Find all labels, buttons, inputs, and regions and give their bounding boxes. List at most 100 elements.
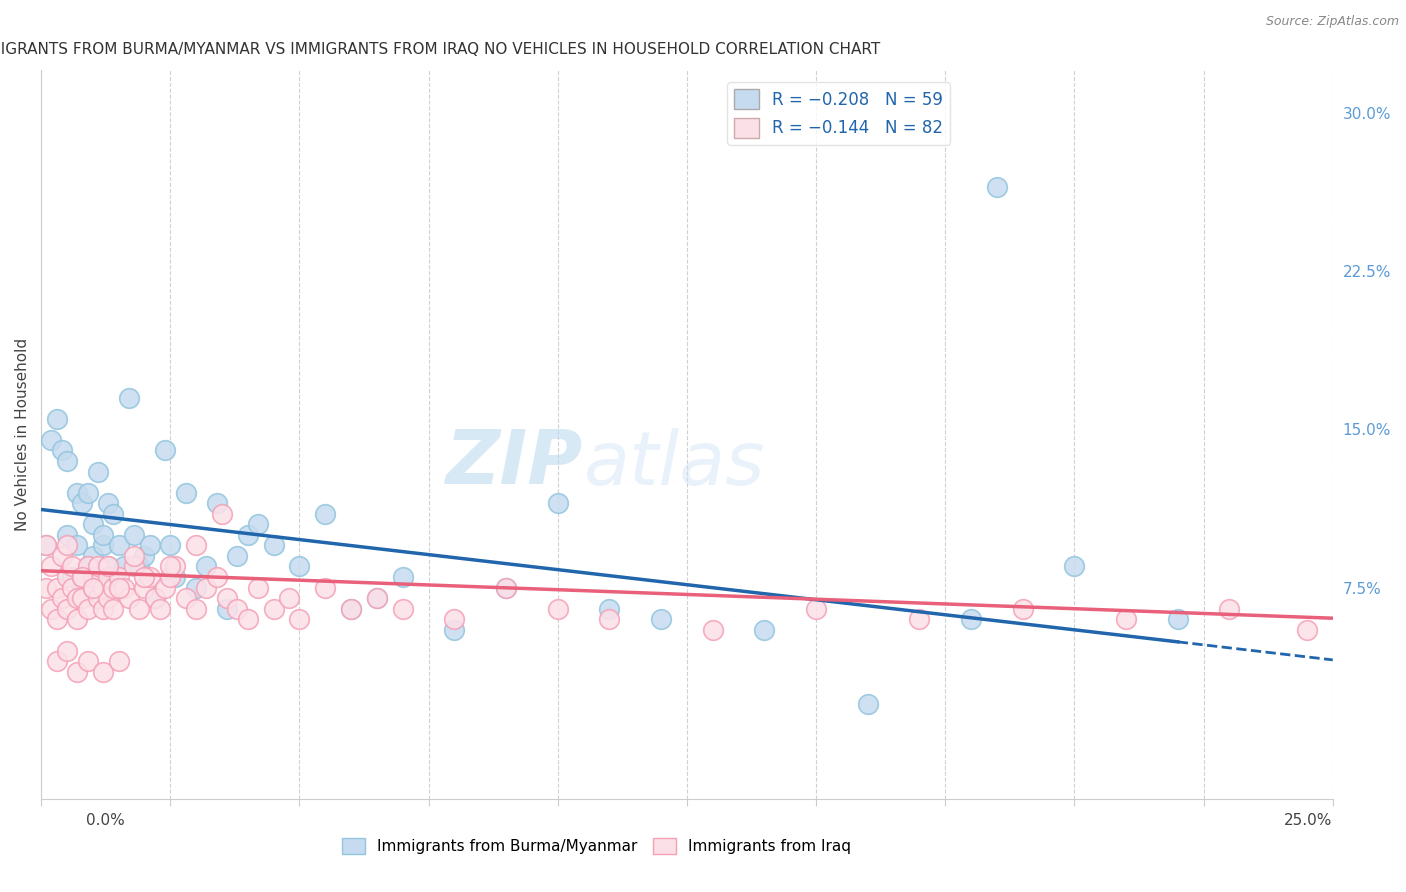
- Point: [263, 538, 285, 552]
- Point: [443, 623, 465, 637]
- Point: [76, 655, 98, 669]
- Text: IMMIGRANTS FROM BURMA/MYANMAR VS IMMIGRANTS FROM IRAQ NO VEHICLES IN HOUSEHOLD C: IMMIGRANTS FROM BURMA/MYANMAR VS IMMIGRA…: [0, 42, 880, 57]
- Point: [247, 517, 270, 532]
- Point: [960, 612, 983, 626]
- Point: [159, 559, 181, 574]
- Point: [153, 581, 176, 595]
- Point: [443, 612, 465, 626]
- Point: [103, 581, 125, 595]
- Point: [56, 644, 79, 658]
- Point: [598, 612, 620, 626]
- Point: [134, 581, 156, 595]
- Point: [128, 559, 150, 574]
- Point: [87, 559, 110, 574]
- Point: [495, 581, 517, 595]
- Point: [72, 581, 94, 595]
- Point: [149, 601, 172, 615]
- Point: [495, 581, 517, 595]
- Point: [82, 581, 104, 595]
- Point: [41, 433, 63, 447]
- Point: [82, 570, 104, 584]
- Point: [82, 549, 104, 563]
- Text: Source: ZipAtlas.com: Source: ZipAtlas.com: [1265, 15, 1399, 28]
- Point: [547, 496, 569, 510]
- Point: [165, 570, 187, 584]
- Point: [236, 528, 259, 542]
- Point: [247, 581, 270, 595]
- Point: [107, 655, 129, 669]
- Point: [56, 538, 79, 552]
- Point: [97, 559, 120, 574]
- Point: [45, 655, 67, 669]
- Point: [134, 570, 156, 584]
- Point: [986, 179, 1008, 194]
- Point: [91, 528, 114, 542]
- Point: [97, 570, 120, 584]
- Point: [195, 581, 218, 595]
- Point: [263, 601, 285, 615]
- Point: [66, 665, 89, 679]
- Y-axis label: No Vehicles in Household: No Vehicles in Household: [15, 338, 30, 531]
- Point: [547, 601, 569, 615]
- Point: [174, 591, 197, 606]
- Point: [87, 591, 110, 606]
- Point: [226, 549, 249, 563]
- Point: [87, 570, 110, 584]
- Point: [112, 559, 135, 574]
- Point: [211, 507, 233, 521]
- Point: [134, 549, 156, 563]
- Point: [217, 591, 239, 606]
- Point: [366, 591, 388, 606]
- Point: [51, 591, 73, 606]
- Point: [87, 465, 110, 479]
- Point: [45, 612, 67, 626]
- Point: [1167, 612, 1189, 626]
- Point: [60, 559, 83, 574]
- Point: [143, 591, 166, 606]
- Point: [804, 601, 827, 615]
- Point: [72, 570, 94, 584]
- Point: [60, 581, 83, 595]
- Point: [91, 538, 114, 552]
- Point: [908, 612, 931, 626]
- Point: [217, 601, 239, 615]
- Legend: R = −0.208   N = 59, R = −0.144   N = 82: R = −0.208 N = 59, R = −0.144 N = 82: [727, 82, 950, 145]
- Point: [41, 559, 63, 574]
- Point: [205, 496, 228, 510]
- Point: [159, 538, 181, 552]
- Point: [72, 591, 94, 606]
- Point: [754, 623, 776, 637]
- Point: [1296, 623, 1319, 637]
- Point: [128, 601, 150, 615]
- Point: [278, 591, 301, 606]
- Point: [56, 601, 79, 615]
- Point: [35, 538, 58, 552]
- Point: [288, 559, 311, 574]
- Point: [288, 612, 311, 626]
- Point: [66, 538, 89, 552]
- Point: [174, 485, 197, 500]
- Point: [66, 485, 89, 500]
- Point: [56, 528, 79, 542]
- Text: ZIP: ZIP: [446, 427, 583, 500]
- Point: [76, 559, 98, 574]
- Point: [366, 591, 388, 606]
- Point: [205, 570, 228, 584]
- Point: [1218, 601, 1240, 615]
- Point: [184, 538, 207, 552]
- Point: [72, 570, 94, 584]
- Point: [391, 570, 413, 584]
- Point: [97, 591, 120, 606]
- Point: [159, 570, 181, 584]
- Point: [122, 528, 145, 542]
- Point: [82, 517, 104, 532]
- Point: [856, 697, 879, 711]
- Point: [184, 601, 207, 615]
- Point: [195, 559, 218, 574]
- Point: [76, 559, 98, 574]
- Point: [340, 601, 363, 615]
- Point: [702, 623, 724, 637]
- Point: [112, 581, 135, 595]
- Text: 25.0%: 25.0%: [1284, 814, 1331, 828]
- Point: [391, 601, 413, 615]
